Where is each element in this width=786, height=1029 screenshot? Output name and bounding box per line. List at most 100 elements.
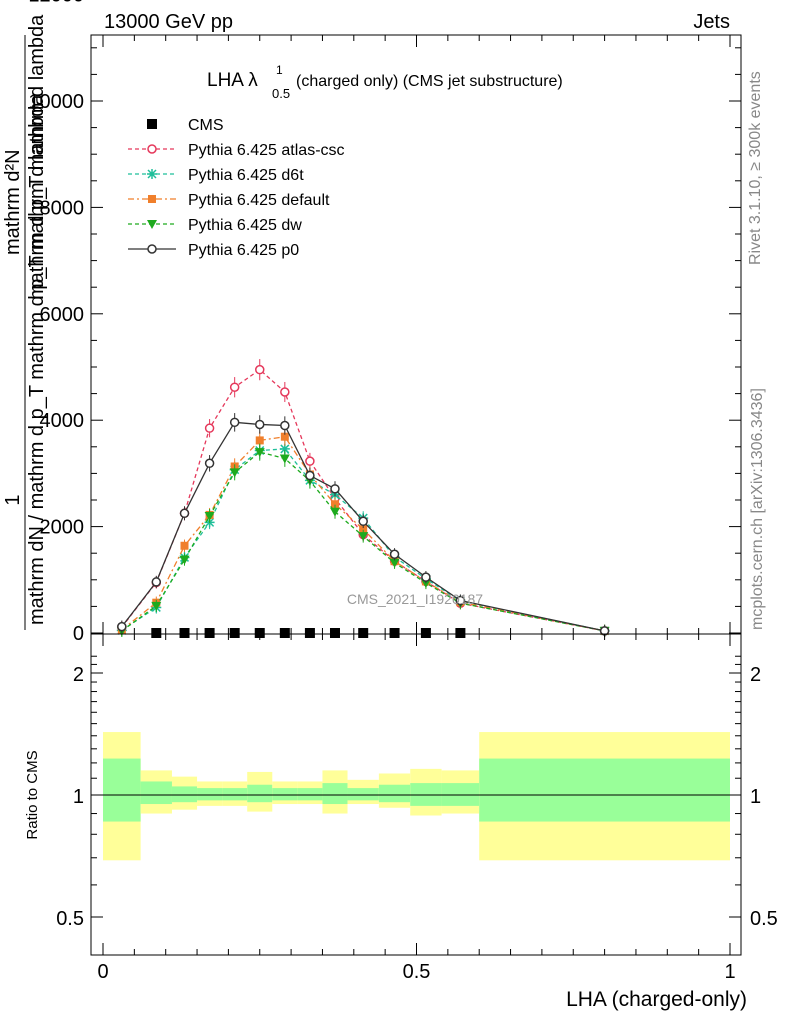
legend-marker [148, 195, 156, 203]
legend-marker [147, 220, 157, 229]
data-point [330, 484, 340, 494]
legend-label: Pythia 6.425 atlas-csc [188, 142, 345, 159]
data-point [180, 541, 189, 550]
legend-label-cms: CMS [188, 117, 224, 134]
ylabel-frac-den: mathrm d p_T mathrm d lambda [26, 14, 48, 300]
main-ytick-label: 12000 [28, 0, 84, 7]
series-3 [116, 443, 610, 637]
data-point [279, 454, 290, 464]
band-inner [272, 788, 298, 801]
xtick-label: 1 [724, 961, 735, 983]
band-inner [347, 788, 379, 801]
cms-series [151, 628, 466, 638]
data-point [420, 578, 431, 588]
cms-point [254, 628, 265, 638]
data-point [389, 549, 400, 560]
data-point [179, 508, 190, 519]
main-ytick-label: 8000 [40, 197, 85, 219]
data-point [151, 577, 162, 587]
band-inner [222, 788, 248, 801]
legend-marker [147, 144, 157, 154]
band-inner [103, 758, 141, 822]
data-point [305, 470, 315, 481]
ratio-ytick-label-right: 0.5 [750, 908, 778, 930]
band-inner [171, 786, 198, 803]
ratio-plot: 0.5 0.5 1 1 2 2 0 0.5 1 Ratio to CMS LHA (charge… [24, 633, 778, 1011]
ratio-ticks: 0.5 0.5 1 1 2 2 0 0.5 1 [56, 634, 778, 983]
ratio-ytick-label-right: 2 [750, 664, 761, 686]
data-point [255, 419, 265, 430]
plot-title-main: LHA λ [207, 70, 258, 91]
data-point [229, 417, 240, 428]
ratio-ytick-label-right: 1 [750, 786, 761, 808]
xtick-label: 0.5 [403, 961, 431, 983]
data-point [359, 525, 368, 534]
band-inner [297, 788, 323, 801]
data-point [279, 443, 290, 454]
data-point [204, 423, 215, 433]
legend-marker-cms [147, 119, 157, 129]
cms-point [389, 628, 400, 638]
legend-marker [147, 169, 157, 179]
legend-marker [147, 244, 157, 254]
ylabel-frac-num: mathrm d²N [2, 149, 24, 255]
data-point [254, 448, 265, 458]
header-right: Jets [693, 11, 730, 33]
plot-title-sup: 1 [276, 63, 283, 77]
legend-label: Pythia 6.425 p0 [188, 242, 299, 259]
data-point [229, 468, 240, 478]
series-line [121, 435, 605, 632]
cms-point [304, 628, 315, 638]
cms-point [151, 628, 162, 638]
cms-point [358, 628, 369, 638]
watermark: CMS_2021_I1920187 [347, 591, 483, 607]
ylabel-top: 1 [2, 494, 24, 505]
series-line [121, 368, 605, 632]
plot-title: LHA λ [207, 70, 258, 91]
header-left: 13000 GeV pp [104, 11, 233, 33]
cms-point [229, 628, 240, 638]
cms-point [179, 628, 190, 638]
cms-point [329, 628, 340, 638]
ylabel-bottom: mathrm dN / mathrm d p_T mathrm d p_T ma… [26, 94, 48, 625]
main-ytick-label: 10000 [28, 91, 84, 113]
legend-label: Pythia 6.425 dw [188, 217, 302, 234]
data-point [305, 456, 315, 466]
main-y-ticks: 0 2000 4000 6000 8000 10000 12000 [28, 0, 741, 645]
ratio-ytick-label: 1 [73, 786, 84, 808]
band-inner [378, 784, 411, 803]
data-point [255, 436, 264, 445]
cms-point [204, 628, 215, 638]
xlabel: LHA (charged-only) [566, 988, 747, 1011]
data-point [280, 432, 289, 441]
ratio-bands [103, 732, 730, 861]
data-point [389, 558, 400, 568]
legend-label: Pythia 6.425 d6t [188, 167, 304, 184]
main-ytick-label: 0 [73, 623, 84, 645]
main-ytick-label: 2000 [40, 517, 85, 539]
band-inner [197, 788, 223, 801]
data-point [229, 382, 240, 392]
data-point [204, 511, 215, 521]
cms-point [279, 628, 290, 638]
plot-title-sub: 0.5 [272, 86, 290, 101]
data-point [117, 621, 127, 632]
band-inner [247, 784, 273, 803]
xtick-label: 0 [97, 961, 108, 983]
plot-title-rest: (charged only) (CMS jet substructure) [296, 73, 563, 90]
band-inner [479, 758, 730, 822]
main-ytick-label: 4000 [40, 410, 85, 432]
main-curves [116, 359, 610, 638]
ratio-ytick-label: 0.5 [56, 908, 84, 930]
data-point [455, 595, 466, 606]
band-inner [140, 781, 172, 805]
data-point [358, 516, 368, 527]
cms-point [420, 628, 431, 638]
cms-point [455, 628, 466, 638]
data-point [204, 458, 215, 469]
data-point [179, 555, 190, 565]
legend: CMS Pythia 6.425 atlas-csc Pythia 6.425 d6… [128, 117, 345, 259]
data-point [255, 364, 265, 375]
data-point [280, 420, 290, 431]
